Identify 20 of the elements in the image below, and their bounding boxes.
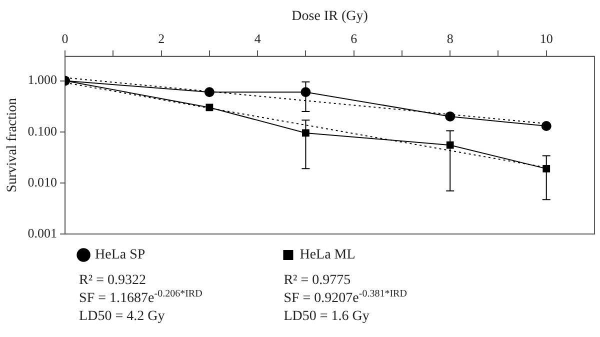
x-tick-label: 4	[254, 31, 262, 46]
x-tick-label: 6	[350, 31, 358, 46]
text: LD50 = 4.2 Gy	[79, 308, 166, 326]
y-tick-label: 0.001	[28, 225, 58, 240]
legend-label: HeLa ML	[300, 248, 356, 263]
x-tick-label: 10	[540, 31, 553, 46]
text: SF = 1.1687e$^{-0.206*IRD}$	[79, 288, 202, 308]
y-tick-label: 0.100	[28, 123, 58, 138]
x-axis-title: Dose IR (Gy)	[292, 9, 368, 24]
y-tick-label: 1.000	[28, 72, 58, 88]
y-axis-title: Survival fraction	[5, 98, 20, 192]
text: LD50 = 1.6 Gy	[284, 308, 370, 326]
text: R² = 0.9775	[284, 272, 352, 290]
x-tick-label: 8	[446, 31, 454, 46]
x-tick-label: 2	[158, 31, 165, 46]
legend-label: HeLa SP	[95, 248, 146, 263]
text: R² = 0.9322	[79, 272, 147, 290]
y-tick-label: 0.010	[28, 174, 58, 190]
x-tick-label: 0	[62, 31, 68, 46]
text: SF = 0.9207e$^{-0.381*IRD}$	[284, 288, 407, 308]
